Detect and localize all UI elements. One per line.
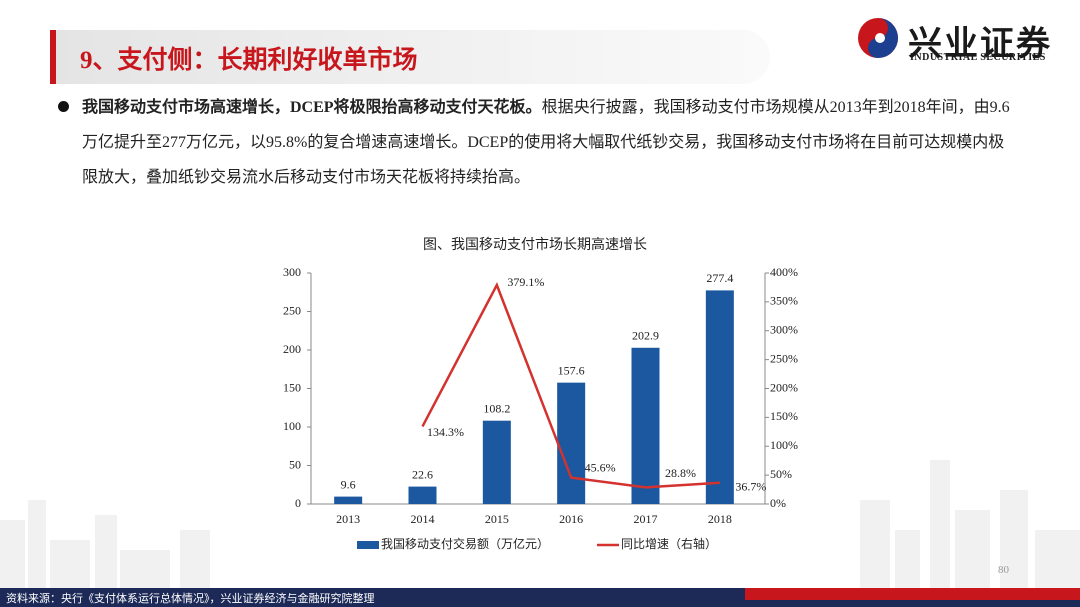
- y-tick-label: 100: [283, 419, 301, 433]
- bar: [557, 382, 586, 504]
- bar: [705, 290, 734, 504]
- line-label: 379.1%: [507, 275, 544, 289]
- y2-tick-label: 0%: [770, 496, 786, 510]
- line: [421, 282, 720, 489]
- footer-red-band: [745, 588, 1080, 600]
- x-tick-label: 2017: [634, 512, 658, 526]
- bar: [631, 347, 660, 504]
- y-tick-label: 200: [283, 342, 301, 356]
- y2-tick-label: 50%: [770, 467, 792, 481]
- y-tick-label: 0: [295, 496, 301, 510]
- line-label: 36.7%: [735, 480, 766, 494]
- y2-tick-label: 350%: [770, 294, 798, 308]
- y-tick-label: 150: [283, 380, 301, 394]
- bar: [334, 496, 363, 504]
- logo-english: INDUSTRIAL SECURITIES: [910, 52, 1046, 63]
- x-tick-label: 2018: [708, 512, 732, 526]
- y2-tick-label: 100%: [770, 438, 798, 452]
- y-tick-label: 50: [289, 457, 301, 471]
- y-tick-label: 250: [283, 303, 301, 317]
- x-tick-label: 2016: [559, 512, 583, 526]
- y-tick-label: 300: [283, 265, 301, 279]
- page-number: 80: [998, 564, 1009, 576]
- legend-swatch: [357, 541, 379, 549]
- title-accent: [50, 30, 56, 84]
- chart-title: 图、我国移动支付市场长期高速增长: [423, 236, 647, 253]
- bar-label: 157.6: [558, 363, 585, 377]
- y2-tick-label: 250%: [770, 351, 798, 365]
- bar-label: 202.9: [632, 329, 659, 343]
- y2-tick-label: 150%: [770, 409, 798, 423]
- line-label: 134.3%: [427, 425, 464, 439]
- line-label: 28.8%: [665, 466, 696, 480]
- x-tick-label: 2014: [411, 512, 435, 526]
- bullet-dot: [58, 101, 69, 112]
- bar: [482, 420, 511, 504]
- bar-label: 277.4: [706, 271, 733, 285]
- legend-label: 我国移动支付交易额（万亿元）: [381, 536, 549, 551]
- bar: [408, 486, 437, 504]
- y2-tick-label: 300%: [770, 323, 798, 337]
- title-banner: [50, 30, 770, 84]
- bar-label: 9.6: [341, 477, 356, 491]
- slide-title: 9、支付侧：长期利好收单市场: [80, 47, 418, 74]
- source-note: 资料来源：央行《支付体系运行总体情况》，兴业证券经济与金融研究院整理: [6, 593, 375, 605]
- x-tick-label: 2013: [336, 512, 360, 526]
- line-label: 45.6%: [585, 460, 616, 474]
- y2-tick-label: 200%: [770, 380, 798, 394]
- y2-tick-label: 400%: [770, 265, 798, 279]
- bar-label: 22.6: [412, 467, 433, 481]
- x-tick-label: 2015: [485, 512, 509, 526]
- bullet-text: 我国移动支付市场高速增长，DCEP将极限抬高移动支付天花板。根据央行披露，我国移…: [82, 90, 1012, 195]
- bar-label: 108.2: [483, 401, 510, 415]
- legend-label: 同比增速（右轴）: [621, 536, 717, 551]
- bullet-bold: 我国移动支付市场高速增长，DCEP将极限抬高移动支付天花板。: [82, 99, 542, 116]
- logo-name: 兴业证券: [908, 26, 1052, 63]
- bullet-body: 根据央行披露，我国移动支付市场规模从2013年到2018年间，由9.6万亿提升至…: [82, 99, 1010, 186]
